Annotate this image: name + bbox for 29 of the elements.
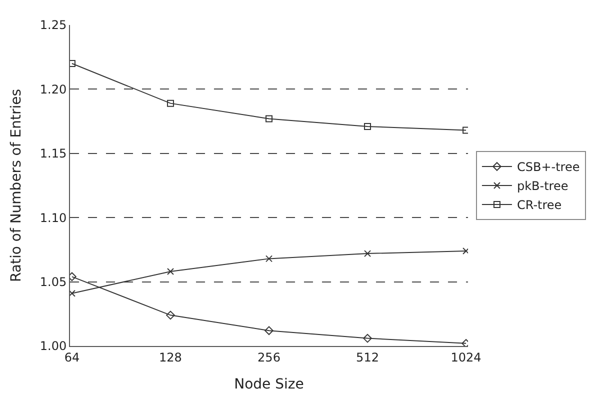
point bbox=[266, 115, 272, 122]
x-tick-label: 128 bbox=[159, 350, 182, 364]
y-tick-label: 1.20 bbox=[40, 82, 67, 96]
point bbox=[70, 60, 76, 68]
point bbox=[166, 100, 174, 107]
point bbox=[364, 122, 372, 130]
point bbox=[364, 250, 372, 258]
point bbox=[70, 290, 76, 297]
point bbox=[264, 326, 274, 335]
legend-label: CSB+-tree bbox=[516, 160, 580, 174]
point bbox=[266, 255, 272, 262]
x-tick-label: 64 bbox=[64, 350, 80, 364]
y-tick-label: 1.00 bbox=[40, 339, 67, 354]
x-tick-label: 1024 bbox=[450, 350, 482, 364]
point bbox=[363, 334, 372, 343]
y-tick-label: 1.25 bbox=[40, 18, 67, 32]
x-tick-label: 256 bbox=[258, 350, 280, 364]
y-tick-label: 1.10 bbox=[40, 210, 67, 225]
y-tick-label: 1.05 bbox=[40, 275, 67, 289]
y-tick-label: 1.15 bbox=[40, 146, 67, 161]
point bbox=[462, 247, 468, 254]
x-axis-title: Node Size bbox=[234, 376, 304, 393]
legend-label: CR-tree bbox=[516, 198, 562, 212]
y-axis-title: Ratio of Numbers of Entries bbox=[8, 88, 24, 282]
legend-label: pkB-tree bbox=[516, 179, 568, 194]
x-tick-label: 512 bbox=[356, 350, 379, 364]
point bbox=[166, 310, 175, 320]
point bbox=[462, 126, 468, 134]
point bbox=[166, 268, 174, 276]
